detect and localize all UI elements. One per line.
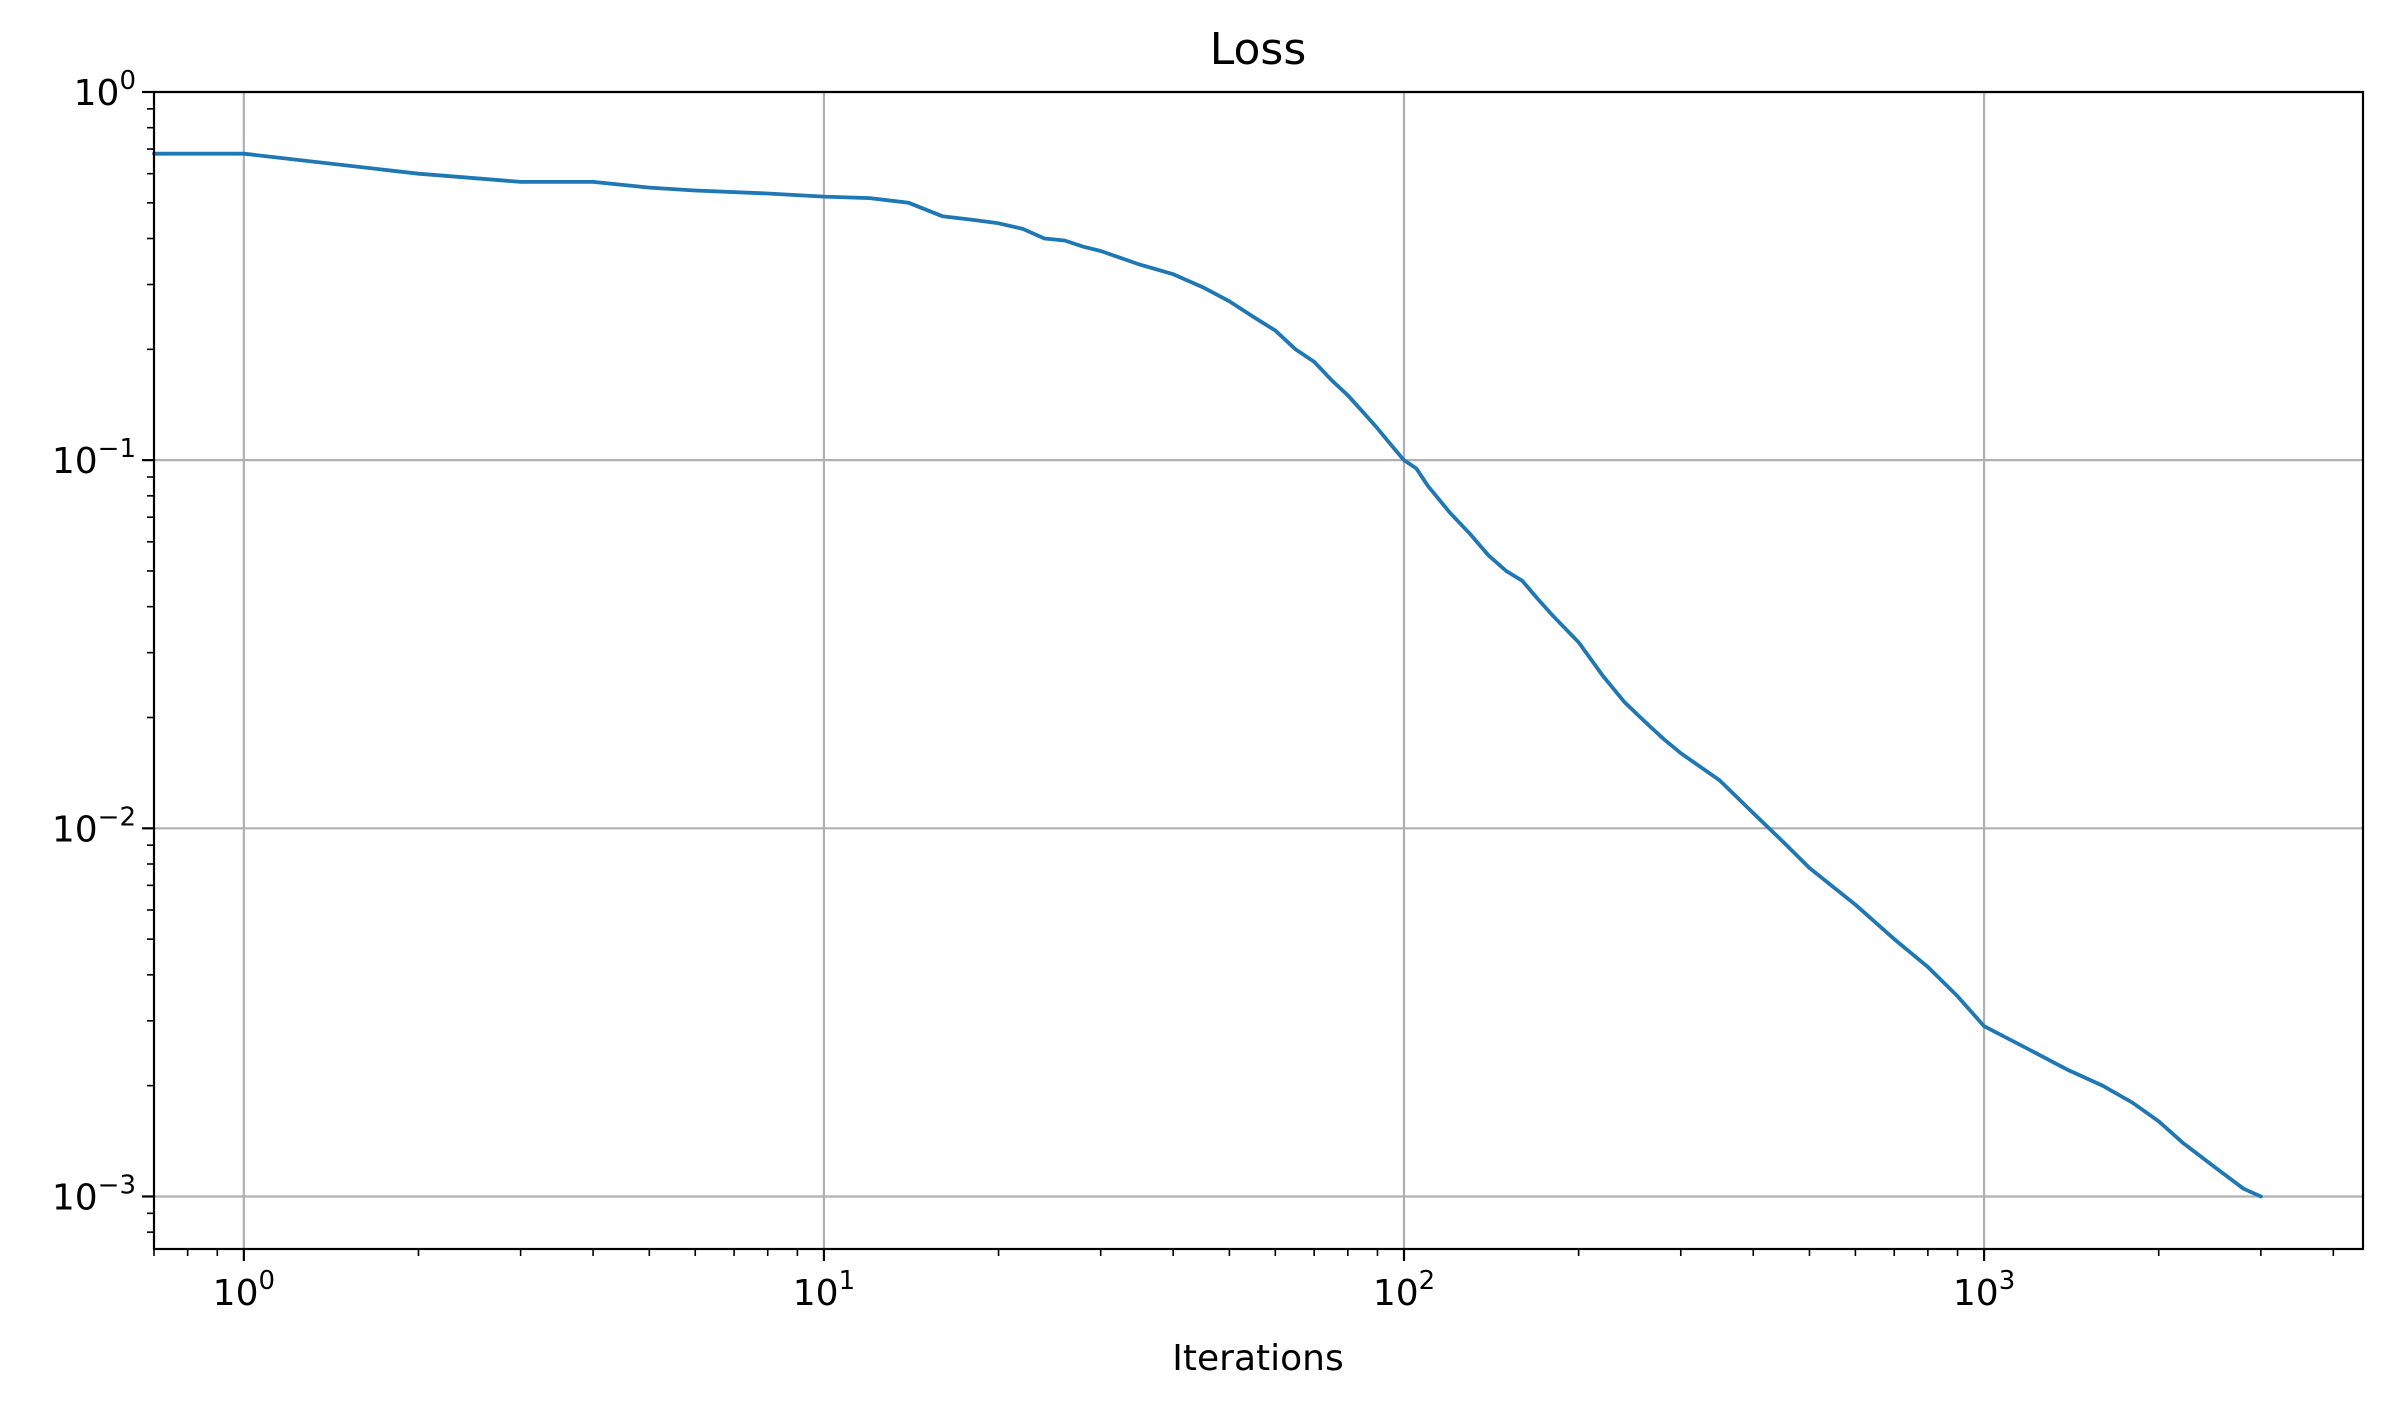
x-tick-labels: 100 101 102 103 bbox=[213, 1266, 2016, 1314]
x-tick-label: 103 bbox=[1953, 1266, 2015, 1314]
plot-area bbox=[154, 92, 2363, 1249]
x-tick-label: 100 bbox=[213, 1266, 275, 1314]
axes-frame bbox=[152, 90, 2365, 1251]
y-tick-label: 10−2 bbox=[52, 802, 136, 850]
y-tick-label: 100 bbox=[74, 66, 136, 114]
loss-series-line bbox=[152, 151, 2263, 1199]
y-tick-label: 10−1 bbox=[52, 434, 136, 482]
x-tick-label: 101 bbox=[793, 1266, 855, 1314]
grid-lines bbox=[154, 90, 2363, 1249]
y-tick-labels: 100 10−1 10−2 10−3 bbox=[52, 66, 136, 1218]
y-tick-label: 10−3 bbox=[52, 1170, 136, 1218]
series-layer bbox=[152, 151, 2263, 1199]
tick-marks bbox=[142, 90, 2335, 1261]
x-tick-label: 102 bbox=[1373, 1266, 1435, 1314]
chart-title: Loss bbox=[1210, 24, 1307, 75]
x-axis-label: Iterations bbox=[1172, 1338, 1343, 1379]
